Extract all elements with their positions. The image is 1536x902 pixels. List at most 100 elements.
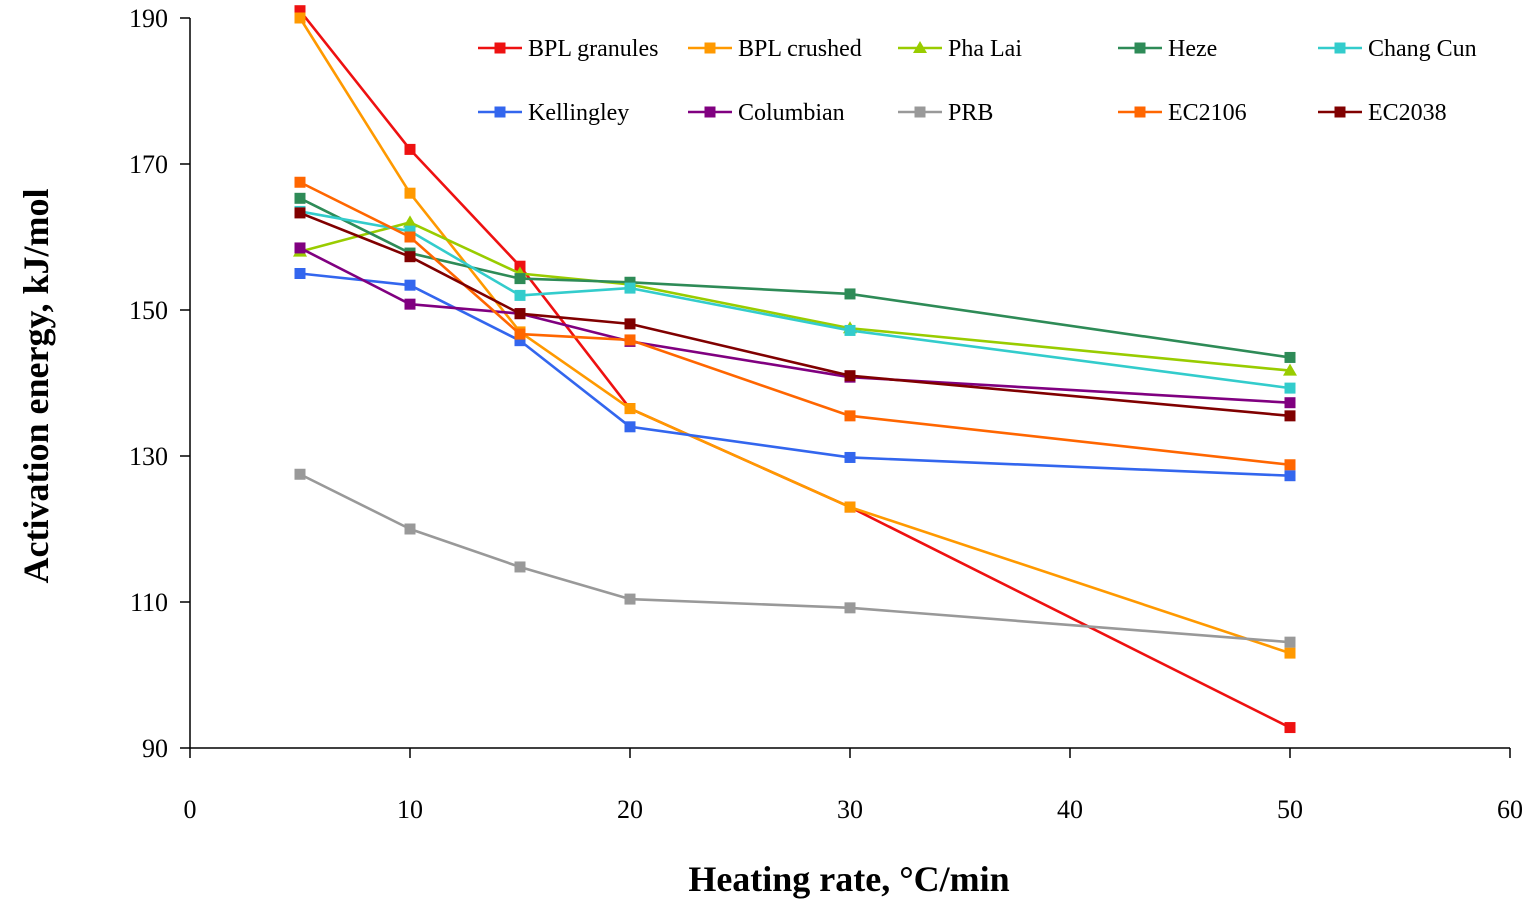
legend-label-chang-cun: Chang Cun <box>1368 36 1477 62</box>
legend-label-ec2106: EC2106 <box>1168 100 1247 126</box>
data-point-bpl-granules <box>1284 722 1296 734</box>
legend-marker-prb <box>914 106 926 118</box>
data-point-pha-lai <box>403 215 417 228</box>
data-point-columbian <box>294 242 306 254</box>
legend-marker-ec2106 <box>1134 106 1146 118</box>
legend-marker-chang-cun <box>1334 42 1346 54</box>
data-point-prb <box>404 523 416 535</box>
x-tick-label: 30 <box>837 795 863 824</box>
series-kellingley <box>294 268 1296 482</box>
data-point-ec2038 <box>294 207 306 219</box>
series-line-heze <box>299 197 1291 359</box>
data-point-bpl-crushed <box>404 187 416 199</box>
data-point-bpl-granules <box>294 5 306 17</box>
x-tick-label: 40 <box>1057 795 1083 824</box>
legend-label-prb: PRB <box>948 100 993 126</box>
data-point-ec2038 <box>1284 410 1296 422</box>
data-point-prb <box>844 602 856 614</box>
legend-label-kellingley: Kellingley <box>528 100 629 126</box>
data-point-prb <box>294 468 306 480</box>
legend-label-pha-lai: Pha Lai <box>948 36 1022 62</box>
data-point-pha-lai <box>1283 363 1297 376</box>
series-ec2038 <box>294 207 1296 422</box>
legend: BPL granules BPL crushed Pha Lai Heze Chang … <box>478 36 1477 126</box>
legend-item-kellingley: Kellingley <box>478 100 629 126</box>
data-point-ec2038 <box>624 318 636 330</box>
legend-marker-kellingley <box>494 106 506 118</box>
series-line-prb <box>299 473 1291 644</box>
series-pha-lai <box>293 215 1297 376</box>
legend-item-ec2106: EC2106 <box>1118 100 1247 126</box>
data-point-kellingley <box>404 279 416 291</box>
series-heze <box>294 192 1296 363</box>
legend-label-columbian: Columbian <box>738 100 845 126</box>
data-point-bpl-crushed <box>294 12 306 24</box>
data-point-chang-cun <box>404 225 416 237</box>
data-point-heze <box>624 276 636 288</box>
x-tick-label: 20 <box>617 795 643 824</box>
data-point-ec2038 <box>404 251 416 263</box>
x-axis-title: Heating rate, °C/min <box>688 859 1009 899</box>
data-point-ec2106 <box>844 410 856 422</box>
data-point-prb <box>1284 636 1296 648</box>
series-prb <box>294 468 1296 648</box>
data-point-kellingley <box>514 335 526 347</box>
legend-item-chang-cun: Chang Cun <box>1318 36 1477 62</box>
series-ec2106 <box>294 176 1296 471</box>
legend-item-heze: Heze <box>1118 36 1217 62</box>
legend-label-ec2038: EC2038 <box>1368 100 1447 126</box>
legend-item-columbian: Columbian <box>688 100 845 126</box>
y-tick-label: 90 <box>142 734 168 763</box>
x-tick-label: 60 <box>1497 795 1523 824</box>
y-tick-label: 170 <box>129 150 168 179</box>
legend-marker-columbian <box>704 106 716 118</box>
data-point-bpl-crushed <box>1284 647 1296 659</box>
data-point-heze <box>844 288 856 300</box>
legend-marker-heze <box>1134 42 1146 54</box>
legend-label-bpl-granules: BPL granules <box>528 36 658 62</box>
series-line-kellingley <box>299 272 1291 478</box>
data-point-prb <box>624 593 636 605</box>
y-axis-title: Activation energy, kJ/mol <box>16 189 56 584</box>
legend-item-bpl-crushed: BPL crushed <box>688 36 862 62</box>
x-tick-label: 0 <box>184 795 197 824</box>
legend-label-heze: Heze <box>1168 36 1217 62</box>
legend-item-pha-lai: Pha Lai <box>898 36 1022 62</box>
series-chang-cun <box>294 205 1296 394</box>
data-point-heze <box>514 273 526 285</box>
x-tick-label: 50 <box>1277 795 1303 824</box>
data-point-ec2106 <box>404 231 416 243</box>
data-point-kellingley <box>294 268 306 279</box>
legend-item-prb: PRB <box>898 100 993 126</box>
plot-area <box>293 5 1297 734</box>
legend-marker-pha-lai <box>913 41 927 53</box>
data-point-ec2038 <box>514 308 526 320</box>
data-point-ec2106 <box>294 176 306 188</box>
data-point-ec2106 <box>1284 459 1296 471</box>
data-point-columbian <box>404 298 416 310</box>
legend-label-bpl-crushed: BPL crushed <box>738 36 862 62</box>
series-line-ec2038 <box>299 211 1291 418</box>
legend-marker-bpl-crushed <box>704 42 716 54</box>
data-point-ec2106 <box>514 328 526 340</box>
series-line-pha-lai <box>299 221 1291 372</box>
data-point-ec2038 <box>844 370 856 382</box>
y-tick-label: 150 <box>129 296 168 325</box>
y-tick-label: 190 <box>129 4 168 33</box>
data-point-bpl-granules <box>514 260 526 272</box>
legend-marker-ec2038 <box>1334 106 1346 118</box>
data-point-heze <box>1284 351 1296 363</box>
legend-item-bpl-granules: BPL granules <box>478 36 658 62</box>
data-point-chang-cun <box>844 324 856 336</box>
data-point-chang-cun <box>624 282 636 294</box>
data-point-bpl-crushed <box>624 403 636 415</box>
legend-marker-bpl-granules <box>494 42 506 54</box>
data-point-prb <box>514 561 526 573</box>
legend-item-ec2038: EC2038 <box>1318 100 1447 126</box>
x-tick-label: 10 <box>397 795 423 824</box>
data-point-heze <box>294 192 306 204</box>
axes: 90 110 130 150 170 190 0 10 20 30 40 50 60 <box>129 4 1523 824</box>
data-point-bpl-crushed <box>844 501 856 513</box>
data-point-bpl-granules <box>404 143 416 155</box>
